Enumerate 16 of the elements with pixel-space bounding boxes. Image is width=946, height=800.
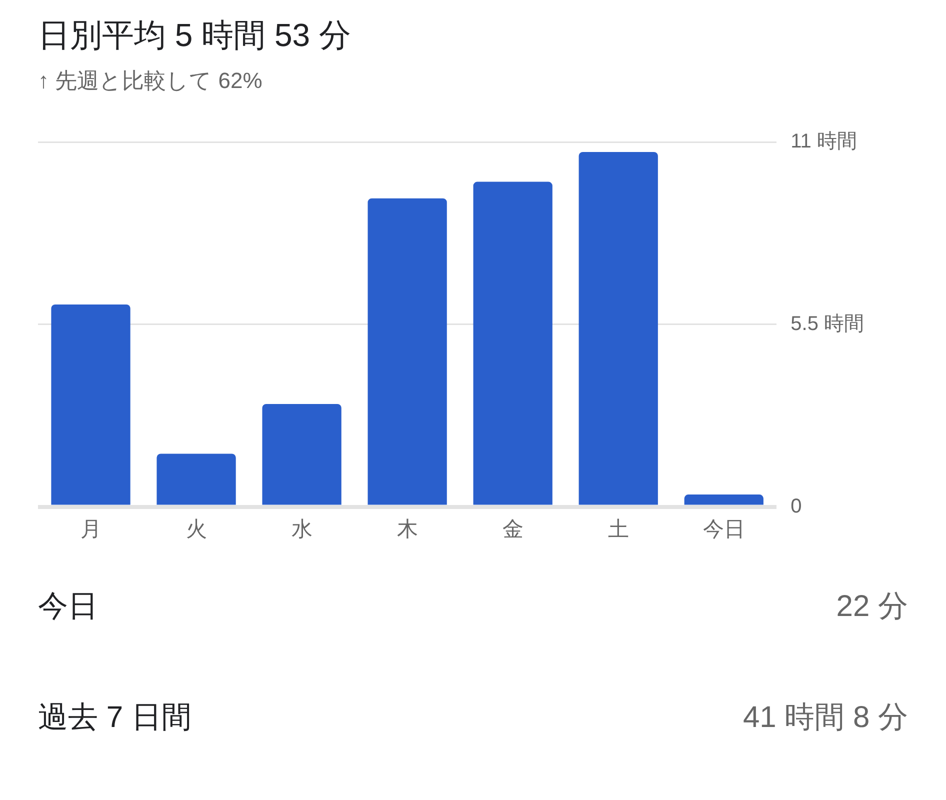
x-tick-label: 月 [80,518,102,542]
x-tick-label: 土 [608,518,629,542]
text: 過去 7 日間 [38,700,192,736]
x-tick-label: 火 [186,518,207,542]
y-tick-label: 5.5 時間 [790,312,864,335]
x-tick-label: 金 [502,518,524,542]
x-tick-label: 水 [291,518,312,542]
y-tick-label: 0 [790,495,802,518]
x-tick-label: 今日 [702,518,745,542]
chart-title: 日別平均 5 時間 53 分 [38,16,352,55]
chart-subtitle: ↑ 先週と比較して 62% [38,67,264,95]
x-tick-label: 木 [396,518,418,542]
text: 22 分 [836,589,908,625]
text: 41 時間 8 分 [742,700,908,736]
y-tick-label: 11 時間 [790,130,857,153]
text: 今日 [38,589,98,625]
